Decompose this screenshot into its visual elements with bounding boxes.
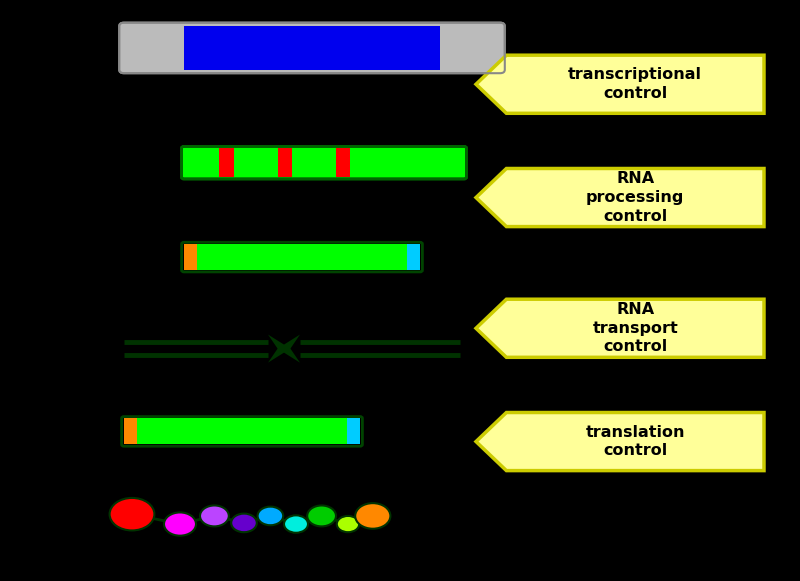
Bar (278, 148, 292, 177)
Text: RNA
processing
control: RNA processing control (586, 171, 684, 224)
Circle shape (164, 512, 196, 536)
Polygon shape (268, 335, 290, 363)
Bar (184, 244, 197, 270)
Bar (124, 418, 137, 444)
Text: translation
control: translation control (586, 425, 685, 458)
Polygon shape (476, 413, 764, 471)
Polygon shape (476, 299, 764, 357)
Bar (219, 148, 234, 177)
Circle shape (110, 498, 154, 530)
Bar (336, 148, 350, 177)
Circle shape (337, 516, 359, 532)
Circle shape (200, 505, 229, 526)
Polygon shape (476, 168, 764, 227)
Bar (347, 418, 360, 444)
Circle shape (284, 515, 308, 533)
Circle shape (258, 507, 283, 525)
Circle shape (307, 505, 336, 526)
Circle shape (231, 514, 257, 532)
Bar (137, 418, 347, 444)
Bar (407, 244, 420, 270)
Text: transcriptional
control: transcriptional control (568, 67, 702, 101)
Polygon shape (278, 335, 300, 363)
Circle shape (355, 503, 390, 529)
Bar (197, 244, 407, 270)
Polygon shape (476, 55, 764, 113)
FancyBboxPatch shape (182, 146, 466, 179)
Text: RNA
transport
control: RNA transport control (592, 302, 678, 354)
FancyBboxPatch shape (119, 23, 505, 73)
Bar (184, 26, 440, 70)
